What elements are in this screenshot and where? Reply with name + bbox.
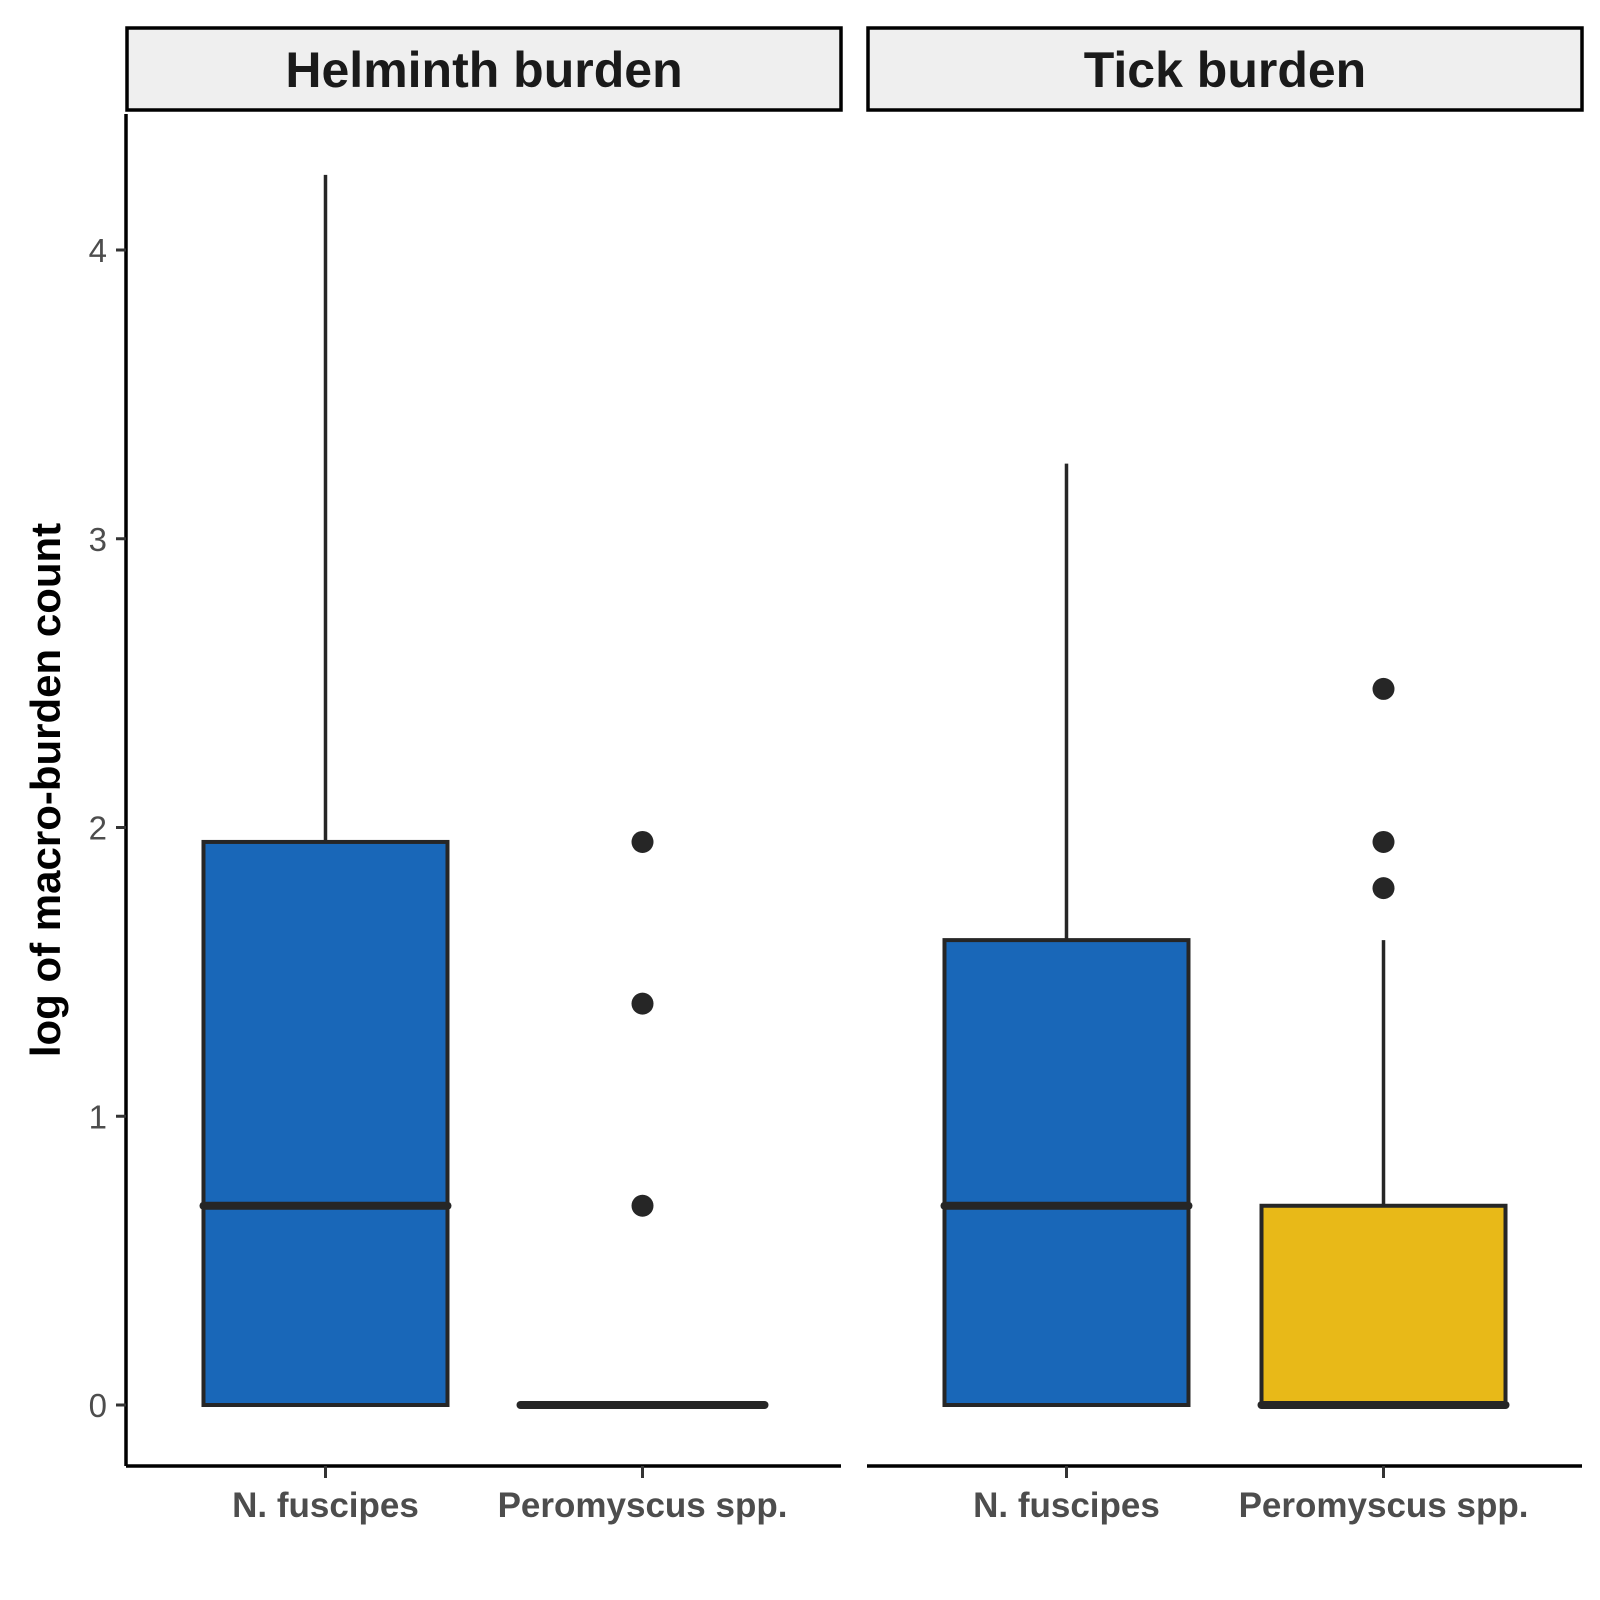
panels: Helminth burden 0 1 2 3 4 N. fuscipes Peromyscu… xyxy=(89,26,1584,1525)
strip-title: Helminth burden xyxy=(285,42,682,98)
outlier-point xyxy=(1372,830,1395,853)
x-tick-label: N. fuscipes xyxy=(973,1486,1160,1525)
box-iqr xyxy=(942,938,1191,1407)
outlier-point xyxy=(631,992,654,1015)
y-tick-label: 2 xyxy=(89,810,107,847)
y-tick-label: 1 xyxy=(89,1098,107,1135)
box-peromyscus-spp- xyxy=(1257,677,1510,1409)
outlier-point xyxy=(1372,677,1395,700)
strip-box xyxy=(125,26,843,112)
y-tick-label: 4 xyxy=(89,232,107,269)
box-iqr xyxy=(201,839,450,1407)
box-n-fuscipes xyxy=(940,463,1193,1407)
panel-0: Helminth burden 0 1 2 3 4 N. fuscipes Peromyscu… xyxy=(89,26,843,1525)
outlier-point xyxy=(1372,877,1395,900)
x-tick-label: N. fuscipes xyxy=(232,1486,419,1525)
strip-box xyxy=(866,26,1584,112)
x-tick-label: Peromyscus spp. xyxy=(498,1486,788,1525)
y-tick-label: 0 xyxy=(89,1387,107,1424)
box-iqr xyxy=(1259,1203,1508,1407)
y-axis-title: log of macro-burden count xyxy=(22,523,69,1057)
panel-1: Tick burden N. fuscipes Peromyscus spp. xyxy=(866,26,1584,1525)
y-tick-label: 3 xyxy=(89,521,107,558)
outlier-point xyxy=(631,830,654,853)
strip-title: Tick burden xyxy=(1084,42,1366,98)
outlier-point xyxy=(631,1194,654,1217)
box-n-fuscipes xyxy=(199,174,452,1407)
x-tick-label: Peromyscus spp. xyxy=(1239,1486,1529,1525)
box-peromyscus-spp- xyxy=(516,830,769,1409)
